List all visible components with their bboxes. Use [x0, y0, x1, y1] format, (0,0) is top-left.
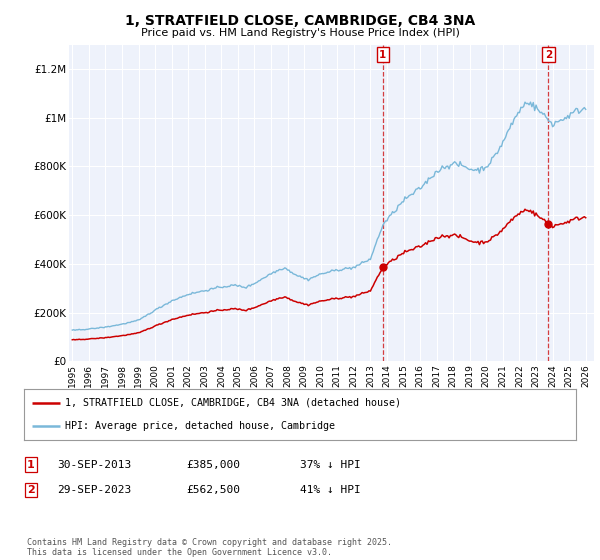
Text: £385,000: £385,000: [186, 460, 240, 470]
Text: 2: 2: [545, 49, 552, 59]
Text: 1, STRATFIELD CLOSE, CAMBRIDGE, CB4 3NA (detached house): 1, STRATFIELD CLOSE, CAMBRIDGE, CB4 3NA …: [65, 398, 401, 408]
Text: £562,500: £562,500: [186, 485, 240, 495]
Text: 1, STRATFIELD CLOSE, CAMBRIDGE, CB4 3NA: 1, STRATFIELD CLOSE, CAMBRIDGE, CB4 3NA: [125, 14, 475, 28]
Text: Price paid vs. HM Land Registry's House Price Index (HPI): Price paid vs. HM Land Registry's House …: [140, 28, 460, 38]
Text: HPI: Average price, detached house, Cambridge: HPI: Average price, detached house, Camb…: [65, 421, 335, 431]
Text: Contains HM Land Registry data © Crown copyright and database right 2025.
This d: Contains HM Land Registry data © Crown c…: [27, 538, 392, 557]
Text: 1: 1: [379, 49, 386, 59]
Text: 29-SEP-2023: 29-SEP-2023: [57, 485, 131, 495]
Text: 41% ↓ HPI: 41% ↓ HPI: [300, 485, 361, 495]
Text: 37% ↓ HPI: 37% ↓ HPI: [300, 460, 361, 470]
Text: 30-SEP-2013: 30-SEP-2013: [57, 460, 131, 470]
Text: 2: 2: [27, 485, 35, 495]
Text: 1: 1: [27, 460, 35, 470]
